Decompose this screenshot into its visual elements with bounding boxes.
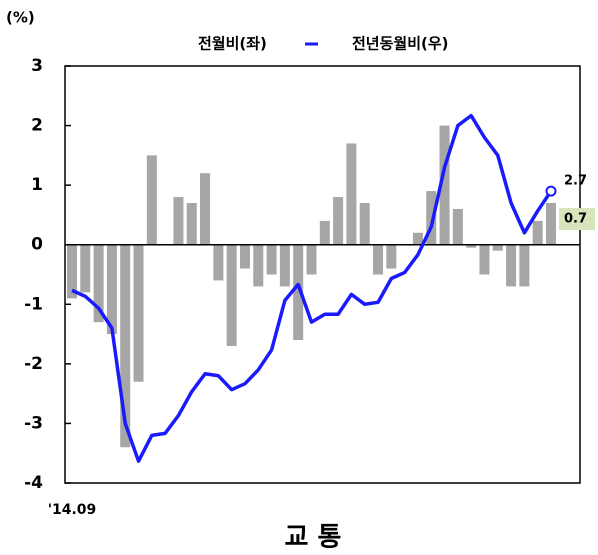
- line: [71, 113, 553, 463]
- bar: [253, 244, 264, 287]
- y-tick-label: 3: [31, 56, 43, 76]
- data-label-box: [559, 208, 595, 231]
- bar: [239, 244, 250, 269]
- bar: [80, 244, 91, 293]
- bar: [306, 244, 317, 275]
- bar: [479, 244, 490, 275]
- y-tick-label: -4: [24, 473, 43, 493]
- bar: [452, 208, 463, 245]
- y-tick-label: 2: [31, 116, 43, 136]
- x-tick-label: '14.09: [48, 502, 97, 518]
- data-label: 2.7: [564, 174, 587, 189]
- y-tick-label: 1: [31, 175, 43, 195]
- bar: [439, 125, 450, 245]
- bar: [373, 244, 384, 275]
- plot-frame: [64, 65, 581, 484]
- bar: [133, 244, 144, 382]
- bar: [466, 244, 477, 248]
- bar: [213, 244, 224, 281]
- bar: [186, 203, 197, 245]
- y-tick-label: -2: [24, 354, 43, 374]
- bar: [120, 244, 131, 448]
- end-marker: [545, 185, 557, 197]
- bar: [93, 244, 104, 323]
- bar: [412, 232, 423, 245]
- data-label: 0.7: [564, 212, 587, 227]
- bar: [492, 244, 503, 251]
- unit-label: (%): [6, 9, 35, 27]
- y-tick-label: 0: [31, 235, 43, 255]
- chart-title: 교 통: [285, 523, 342, 553]
- bar: [67, 244, 77, 299]
- bar: [546, 203, 556, 245]
- y-tick-label: -1: [24, 294, 43, 314]
- bar: [333, 197, 344, 245]
- legend-label: 전월비(좌): [198, 35, 267, 53]
- bar: [386, 244, 397, 269]
- bar: [279, 244, 290, 287]
- bar: [359, 203, 370, 245]
- bar: [426, 191, 437, 245]
- bar: [173, 197, 184, 245]
- bar: [532, 220, 543, 245]
- bar: [506, 244, 517, 287]
- bar: [519, 244, 530, 287]
- bar: [106, 244, 117, 335]
- bar: [146, 155, 157, 245]
- y-tick-label: -3: [24, 413, 43, 433]
- legend-label: 전년동월비(우): [352, 35, 449, 53]
- bar: [266, 244, 277, 275]
- bar: [293, 244, 304, 341]
- bar: [200, 173, 211, 245]
- bar: [319, 220, 330, 245]
- bar: [226, 244, 237, 346]
- bar: [346, 143, 357, 245]
